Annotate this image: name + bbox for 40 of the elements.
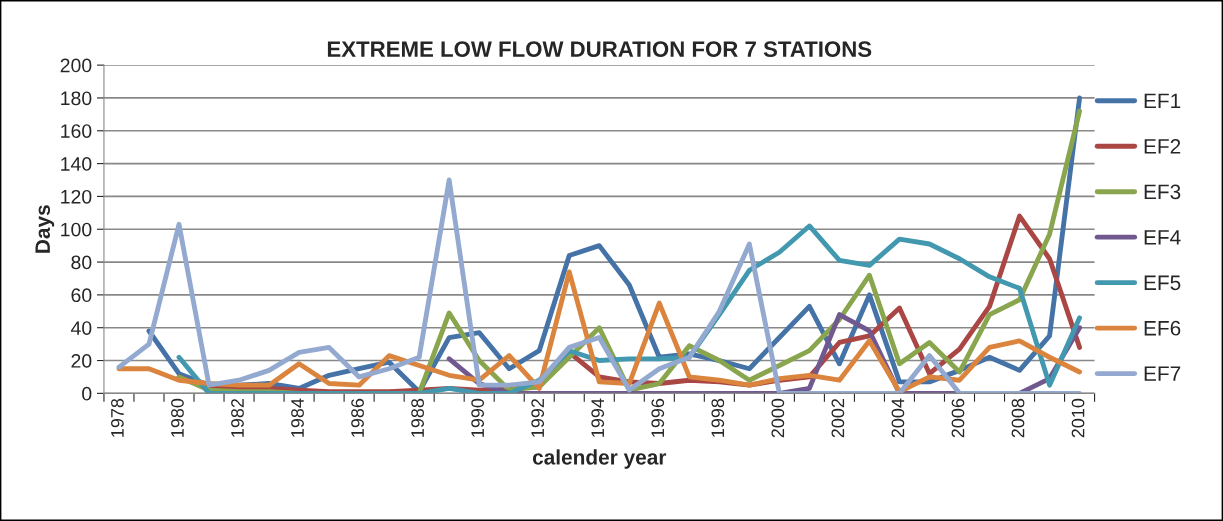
x-tick-label: 2006 (951, 398, 965, 438)
x-tick-label: 1992 (531, 398, 545, 437)
legend-label: EF5 (1144, 275, 1181, 291)
y-tick-label: 40 (70, 321, 92, 335)
legend-label: EF1 (1144, 93, 1181, 109)
legend-label: EF2 (1144, 139, 1181, 154)
x-tick-label: 2004 (891, 398, 905, 438)
x-tick-label: 2000 (771, 398, 785, 438)
x-tick-label: 2002 (831, 398, 845, 438)
x-tick-label: 1986 (351, 398, 364, 437)
y-tick-label: 160 (61, 124, 92, 139)
legend-label: EF4 (1144, 230, 1181, 245)
x-tick-label: 1990 (471, 398, 485, 437)
x-axis-title: calender year (532, 449, 667, 469)
y-tick-label: 140 (61, 157, 92, 171)
y-tick-label: 100 (61, 222, 92, 237)
x-tick-label: 1980 (171, 398, 184, 437)
y-axis-title: Days (35, 205, 55, 253)
chart-title: EXTREME LOW FLOW DURATION FOR 7 STATIONS (327, 41, 872, 58)
y-tick-label: 0 (82, 386, 92, 401)
y-tick-label: 180 (61, 91, 92, 106)
legend-label: EF3 (1144, 184, 1181, 200)
y-tick-label: 80 (71, 255, 92, 270)
x-tick-label: 1978 (111, 398, 124, 437)
y-tick-label: 60 (71, 288, 92, 303)
legend-label: EF7 (1144, 366, 1181, 381)
x-tick-label: 2010 (1071, 398, 1085, 438)
x-tick-label: 1982 (231, 398, 244, 437)
x-tick-label: 1996 (651, 398, 665, 437)
y-tick-label: 200 (60, 58, 92, 73)
x-tick-label: 2008 (1011, 398, 1025, 438)
x-tick-label: 1998 (711, 398, 725, 437)
x-tick-label: 1988 (411, 398, 424, 437)
line-series (116, 177, 1083, 394)
x-tick-label: 1994 (591, 398, 605, 437)
y-tick-label: 20 (71, 354, 92, 368)
x-tick-label: 1984 (291, 398, 304, 437)
legend-label: EF6 (1144, 320, 1181, 336)
y-tick-label: 120 (61, 189, 92, 204)
line-series (116, 269, 1083, 394)
